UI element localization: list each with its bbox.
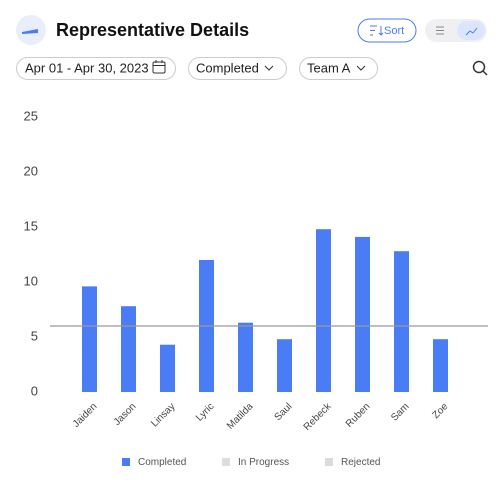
legend-label: Rejected (341, 457, 380, 468)
status-filter[interactable] (188, 57, 287, 80)
bar (355, 236, 370, 392)
x-tick-label: Saul (273, 401, 295, 423)
icon-shape (22, 29, 38, 34)
legend-swatch (222, 458, 230, 466)
legend-label: Completed (138, 457, 186, 468)
team-filter[interactable] (299, 57, 378, 80)
sort-button[interactable] (357, 18, 417, 43)
y-tick-label: 0 (31, 383, 38, 398)
sort-label: Sort (384, 25, 404, 37)
search-handle (482, 70, 488, 76)
bar (316, 229, 331, 392)
calendar-icon (152, 61, 166, 74)
x-tick-label: Ruben (344, 401, 373, 430)
y-tick-label: 10 (24, 273, 38, 288)
header-icon (16, 15, 46, 45)
x-tick-label: Zoe (431, 401, 451, 421)
x-tick-label: Lyric (194, 401, 216, 423)
chevron (356, 65, 366, 71)
list-icon[interactable] (436, 26, 444, 35)
bar (433, 339, 448, 392)
bar (277, 339, 292, 392)
x-tick-label: Rebeck (302, 401, 334, 433)
team-label: Team A (307, 60, 351, 75)
calendar-icon-lines (153, 60, 165, 66)
search-icon[interactable] (472, 60, 486, 74)
date-label: Apr 01 - Apr 30, 2023 (25, 60, 149, 75)
sort-icon (370, 25, 384, 36)
date-filter[interactable] (16, 57, 176, 80)
y-tick-label: 5 (31, 328, 38, 343)
bar (394, 251, 409, 392)
y-tick-label: 25 (24, 108, 38, 123)
x-tick-label: Jason (112, 401, 139, 428)
legend-swatch (325, 458, 333, 466)
legend-swatch (122, 458, 130, 466)
x-tick-label: Sam (389, 401, 411, 423)
chart-icon (465, 27, 478, 36)
title: Representative Details (56, 20, 249, 40)
bar (160, 344, 175, 392)
status-label: Completed (196, 60, 259, 75)
bar (82, 286, 97, 392)
chart-toggle-active[interactable] (457, 21, 485, 40)
bar (238, 322, 253, 392)
x-tick-label: Linsay (149, 401, 177, 429)
y-tick-label: 20 (24, 163, 38, 178)
x-tick-label: Jaiden (71, 401, 100, 430)
y-tick-label: 15 (24, 218, 38, 233)
bar (121, 306, 136, 392)
chevron (264, 65, 274, 71)
legend-label: In Progress (238, 457, 289, 468)
x-tick-label: Matilda (225, 401, 256, 432)
